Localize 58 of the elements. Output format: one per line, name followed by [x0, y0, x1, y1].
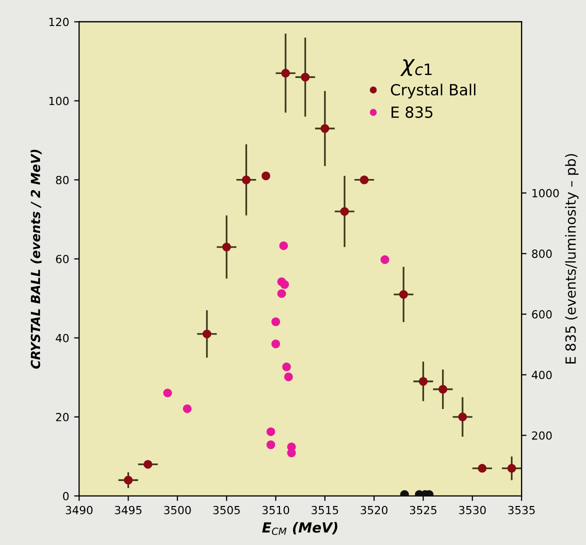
x-tick-label: 3500: [164, 506, 191, 514]
y-tick-label: 120: [49, 18, 69, 26]
y-tick-label: 40: [56, 334, 69, 342]
point: [478, 464, 487, 473]
y2-tick-label: 800: [532, 250, 552, 258]
point: [262, 172, 270, 180]
point: [281, 68, 290, 78]
point: [458, 412, 467, 422]
x-tick-label: 3490: [66, 506, 93, 514]
point: [163, 388, 172, 398]
x-tick-label: 3530: [459, 506, 486, 514]
y-tick-label: 80: [56, 176, 69, 184]
y-axis-title: CRYSTAL BALL (events / 2 MeV): [30, 150, 42, 369]
point: [300, 72, 310, 82]
x-tick-label: 3525: [410, 506, 436, 514]
point: [284, 372, 293, 382]
point: [144, 460, 152, 469]
legend-title: χ$_{c1}$: [400, 59, 432, 76]
point: [287, 448, 296, 458]
y-tick-label: 100: [49, 96, 69, 106]
point: [280, 280, 289, 289]
point: [340, 207, 349, 216]
y2-tick-label: 600: [532, 310, 552, 319]
point: [266, 440, 276, 450]
legend-label: Crystal Ball: [390, 84, 476, 98]
point: [271, 317, 280, 326]
point: [182, 404, 192, 414]
point: [266, 427, 276, 436]
point: [279, 241, 288, 250]
x-tick-label: 3535: [508, 506, 535, 514]
x-axis-title: E$_{CM}$ (MeV): [262, 522, 338, 535]
point: [124, 476, 133, 485]
point: [242, 175, 251, 184]
point: [277, 289, 286, 298]
point: [399, 290, 408, 299]
legend-label: E 835: [392, 106, 432, 118]
y-tick-label: 0: [63, 492, 69, 500]
x-tick-label: 3510: [262, 506, 290, 514]
y2-tick-label: 1000: [532, 188, 559, 198]
x-tick-label: 3515: [312, 506, 338, 514]
y2-axis-title: E 835 (events/luminosity – pb): [565, 154, 579, 364]
point: [418, 376, 428, 386]
y-tick-label: 20: [56, 412, 69, 422]
y2-tick-label: 200: [532, 431, 552, 440]
point: [360, 175, 369, 184]
x-tick-label: 3495: [114, 506, 142, 514]
point: [282, 362, 291, 372]
point: [320, 124, 330, 133]
point: [507, 464, 516, 473]
point: [438, 384, 448, 394]
y-tick-label: 60: [56, 254, 69, 264]
point: [222, 242, 231, 252]
point: [271, 339, 280, 348]
y2-tick-label: 400: [532, 370, 552, 380]
point: [380, 255, 390, 264]
point: [202, 330, 212, 338]
x-tick-label: 3520: [360, 506, 388, 514]
x-tick-label: 3505: [213, 506, 240, 514]
